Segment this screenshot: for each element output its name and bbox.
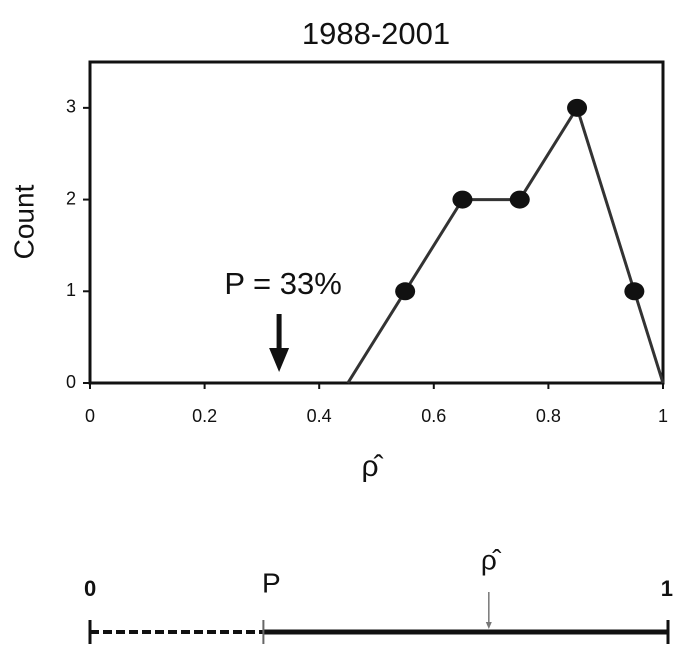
end-label: 1: [661, 576, 673, 601]
y-axis-label: Count: [8, 184, 39, 259]
chart-title: 1988-2001: [302, 16, 450, 51]
x-axis-label: ρ̂: [361, 450, 383, 483]
x-tick-label: 0.2: [192, 406, 217, 426]
data-point: [452, 190, 473, 209]
marker-arrowhead: [485, 622, 492, 629]
end-label: 0: [84, 576, 96, 601]
y-tick-label: 3: [66, 97, 76, 117]
data-point: [509, 190, 530, 209]
x-tick-label: 0: [85, 406, 95, 426]
annotation-arrowhead: [269, 348, 290, 372]
data-point: [395, 282, 416, 301]
x-tick-label: 0.8: [536, 406, 561, 426]
y-tick-label: 2: [66, 188, 76, 208]
y-tick-label: 0: [66, 372, 76, 392]
data-line: [346, 104, 665, 384]
annotation: P = 33%: [224, 266, 342, 301]
x-tick-label: 0.6: [421, 406, 446, 426]
data-point: [567, 98, 588, 117]
marker-label: P: [262, 567, 281, 598]
x-tick-label: 1: [658, 406, 668, 426]
y-tick-label: 1: [66, 280, 76, 300]
data-point: [624, 282, 645, 301]
x-tick-label: 0.4: [307, 406, 332, 426]
marker-label: ρ̂: [481, 544, 502, 575]
plot-frame: [88, 60, 665, 385]
